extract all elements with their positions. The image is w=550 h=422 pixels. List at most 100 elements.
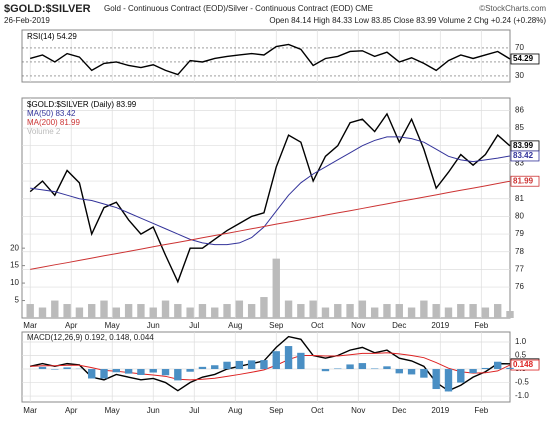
bar — [432, 304, 440, 318]
bar — [124, 304, 133, 318]
x-tick-label: Sep — [269, 321, 284, 330]
x-tick-label: Oct — [311, 321, 324, 330]
bar — [481, 307, 490, 318]
y-tick-label: 1.0 — [515, 337, 527, 346]
bar — [149, 369, 157, 373]
bar — [506, 311, 514, 318]
bar — [51, 300, 59, 318]
y-tick-label: -1.0 — [515, 391, 529, 400]
x-tick-label: May — [105, 406, 120, 415]
bar — [407, 369, 416, 375]
bar — [186, 307, 194, 318]
bar — [137, 304, 145, 318]
bar — [260, 297, 268, 318]
y-tick-label: 70 — [515, 43, 524, 52]
y-tick-label: 78 — [515, 247, 524, 256]
bar — [174, 304, 182, 318]
bar — [395, 369, 403, 374]
bar — [321, 307, 330, 318]
bar — [469, 369, 477, 374]
bar — [211, 365, 219, 370]
bar — [444, 369, 453, 392]
x-tick-label: Nov — [351, 406, 365, 415]
bar — [481, 367, 490, 370]
line — [30, 136, 511, 246]
bar — [137, 369, 145, 375]
x-tick-label: Sep — [269, 406, 284, 415]
y2-tick-label: 10 — [10, 278, 19, 287]
bar — [88, 304, 96, 318]
bar — [383, 304, 391, 318]
y-tick-label: 0.5 — [515, 351, 527, 360]
line — [30, 180, 511, 270]
x-tick-label: Jun — [147, 406, 160, 415]
bar — [284, 300, 293, 318]
bar — [358, 363, 367, 370]
quote: Open 84.14 High 84.33 Low 83.85 Close 83… — [269, 16, 546, 25]
bar — [334, 304, 342, 318]
x-tick-label: Apr — [65, 406, 78, 415]
bar — [223, 304, 231, 318]
bar — [370, 307, 379, 318]
x-tick-label: Mar — [23, 321, 37, 330]
y-tick-label: 81 — [515, 194, 524, 203]
bar — [494, 304, 502, 318]
bar — [284, 346, 293, 370]
bar — [297, 352, 305, 370]
bar — [198, 304, 207, 318]
bar — [186, 369, 194, 372]
bar — [124, 369, 133, 374]
value-badge — [510, 53, 540, 65]
x-tick-label: Jul — [189, 406, 199, 415]
bar — [63, 304, 71, 318]
panel-frame — [21, 331, 511, 403]
bar — [346, 364, 354, 370]
value-badge — [510, 359, 540, 371]
bar — [26, 304, 34, 318]
bar — [272, 258, 280, 318]
bar — [112, 369, 121, 373]
bar — [198, 366, 207, 370]
value-badge-label: 83.99 — [513, 141, 534, 150]
x-tick-label: 2019 — [431, 321, 449, 330]
bar — [370, 368, 379, 370]
bar — [63, 367, 71, 370]
bar — [506, 367, 514, 370]
line — [30, 335, 511, 392]
legend-entry: RSI(14) 54.29 — [27, 32, 77, 41]
bar — [260, 360, 268, 370]
value-badge-label: 54.29 — [513, 54, 534, 63]
bar — [346, 304, 354, 318]
y-tick-label: 79 — [515, 229, 524, 238]
value-badge — [510, 150, 540, 162]
bar — [174, 369, 182, 381]
legend-entry: Volume 2 — [27, 127, 61, 136]
x-tick-label: Jun — [147, 321, 160, 330]
bar — [309, 300, 317, 318]
y-tick-label: 80 — [515, 212, 524, 221]
bar — [494, 361, 502, 370]
line — [30, 43, 511, 76]
x-tick-label: Dec — [392, 406, 406, 415]
x-tick-label: Nov — [351, 321, 365, 330]
bar — [321, 369, 330, 372]
x-tick-label: May — [105, 321, 120, 330]
x-tick-label: 2019 — [431, 406, 449, 415]
value-badge — [510, 175, 540, 187]
bar — [100, 369, 108, 379]
bar — [457, 304, 465, 318]
x-tick-label: Aug — [228, 321, 242, 330]
bar — [432, 369, 440, 390]
watermark: ©StockCharts.com — [479, 4, 546, 13]
bar — [75, 307, 84, 318]
panel-label: MACD(12,26,9) 0.192, 0.148, 0.044 — [27, 333, 154, 342]
x-tick-label: Feb — [474, 406, 488, 415]
bar — [100, 300, 108, 318]
bar — [420, 369, 428, 378]
y-tick-label: -0.5 — [515, 378, 529, 387]
x-tick-label: Feb — [474, 321, 488, 330]
value-badge-label: 81.99 — [513, 176, 534, 185]
bar — [457, 369, 465, 383]
value-badge-label: 0.148 — [513, 360, 534, 369]
panel-frame — [21, 29, 511, 83]
